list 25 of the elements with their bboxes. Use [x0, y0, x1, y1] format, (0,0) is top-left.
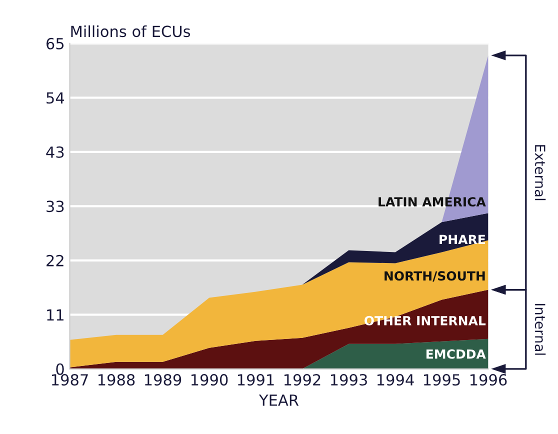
- y-tick-label: 33: [46, 200, 64, 212]
- text: Internal: [534, 304, 546, 355]
- y-tick-label: 0: [56, 363, 64, 375]
- y-tick-label: 54: [46, 92, 64, 104]
- x-tick-label: 1987: [52, 374, 88, 386]
- x-tick-label: 1993: [330, 374, 367, 386]
- x-tick-label: 1990: [191, 374, 228, 386]
- x-tick-label: 1989: [144, 374, 182, 386]
- x-tick-label: 1996: [470, 374, 507, 386]
- text: External: [534, 145, 546, 200]
- x-axis-title: YEAR: [258, 394, 299, 406]
- x-tick-label: 1992: [284, 374, 320, 386]
- y-axis-title: Millions of ECUs: [71, 25, 190, 38]
- series-label: EMCDDA: [426, 349, 486, 359]
- x-tick-label: 1991: [238, 374, 274, 386]
- x-tick-label: 1988: [98, 374, 135, 386]
- y-tick-label: 22: [46, 254, 64, 266]
- y-tick-label: 65: [46, 38, 64, 50]
- y-tick-label: 11: [47, 309, 64, 320]
- series-label: NORTH/SOUTH: [384, 271, 485, 282]
- x-tick-label: 1995: [424, 374, 460, 386]
- x-tick-label: 1994: [377, 374, 414, 386]
- series-label: PHARE: [440, 234, 486, 244]
- y-tick-label: 43: [46, 146, 64, 158]
- series-label: LATIN AMERICA: [378, 197, 486, 207]
